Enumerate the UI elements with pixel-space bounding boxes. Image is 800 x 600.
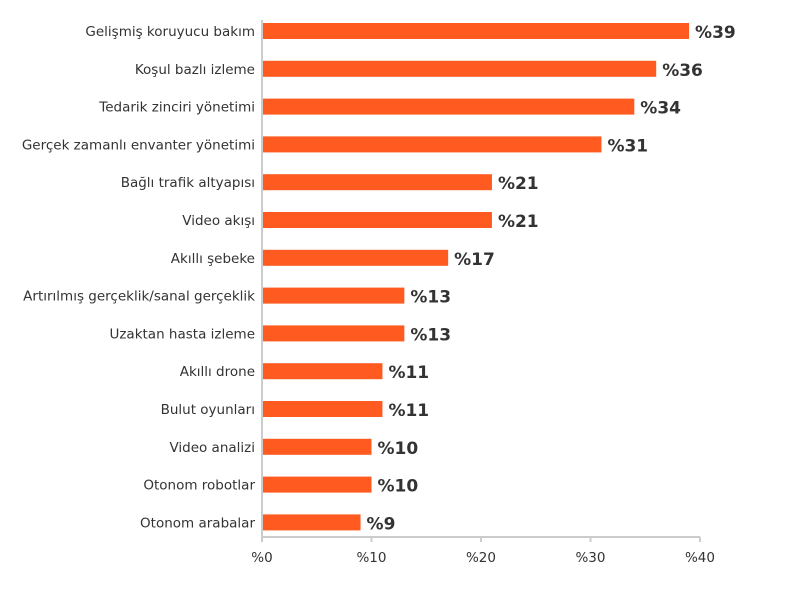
bar [262, 98, 635, 115]
category-label: Bulut oyunları [161, 402, 255, 418]
category-label: Tedarik zinciri yönetimi [98, 100, 255, 116]
category-label: Video akışı [182, 213, 255, 229]
category-label: Video analizi [169, 440, 255, 456]
value-label: %36 [662, 61, 703, 81]
category-label: Otonom robotlar [143, 478, 255, 494]
bar [262, 325, 405, 342]
value-label: %21 [498, 174, 539, 194]
x-tick-label: %0 [251, 550, 272, 566]
category-label: Akıllı drone [180, 364, 255, 380]
bar [262, 287, 405, 304]
bar [262, 212, 492, 228]
value-label: %13 [410, 288, 451, 308]
category-label: Uzaktan hasta izleme [109, 326, 255, 342]
x-tick-label: %40 [685, 550, 715, 566]
category-label: Artırılmış gerçeklik/sanal gerçeklik [23, 289, 255, 305]
x-tick-label: %10 [356, 550, 386, 566]
value-label: %34 [640, 99, 681, 119]
value-label: %31 [607, 136, 648, 156]
value-label: %21 [498, 212, 539, 232]
bar [262, 23, 690, 39]
bar [262, 60, 657, 77]
x-tick-label: %30 [575, 550, 605, 566]
value-label: %10 [378, 477, 419, 497]
category-label: Bağlı trafik altyapısı [121, 175, 255, 191]
bar [262, 514, 361, 531]
category-label: Gelişmiş koruyucu bakım [85, 24, 255, 40]
bar [262, 249, 449, 266]
bar [262, 174, 492, 191]
category-label: Otonom arabalar [140, 515, 255, 531]
value-label: %10 [378, 439, 419, 459]
x-tick-label: %20 [466, 550, 496, 566]
value-label: %39 [695, 23, 736, 43]
bar [262, 438, 372, 455]
category-label: Akıllı şebeke [171, 251, 255, 267]
category-label: Koşul bazlı izleme [135, 62, 255, 78]
value-label: %11 [388, 401, 429, 421]
value-label: %11 [388, 363, 429, 383]
category-label: Gerçek zamanlı envanter yönetimi [22, 137, 255, 153]
bar [262, 401, 383, 417]
bar [262, 136, 602, 153]
value-label: %17 [454, 250, 495, 270]
bar [262, 476, 372, 493]
bar [262, 363, 383, 380]
value-label: %13 [410, 325, 451, 345]
value-label: %9 [367, 514, 396, 534]
